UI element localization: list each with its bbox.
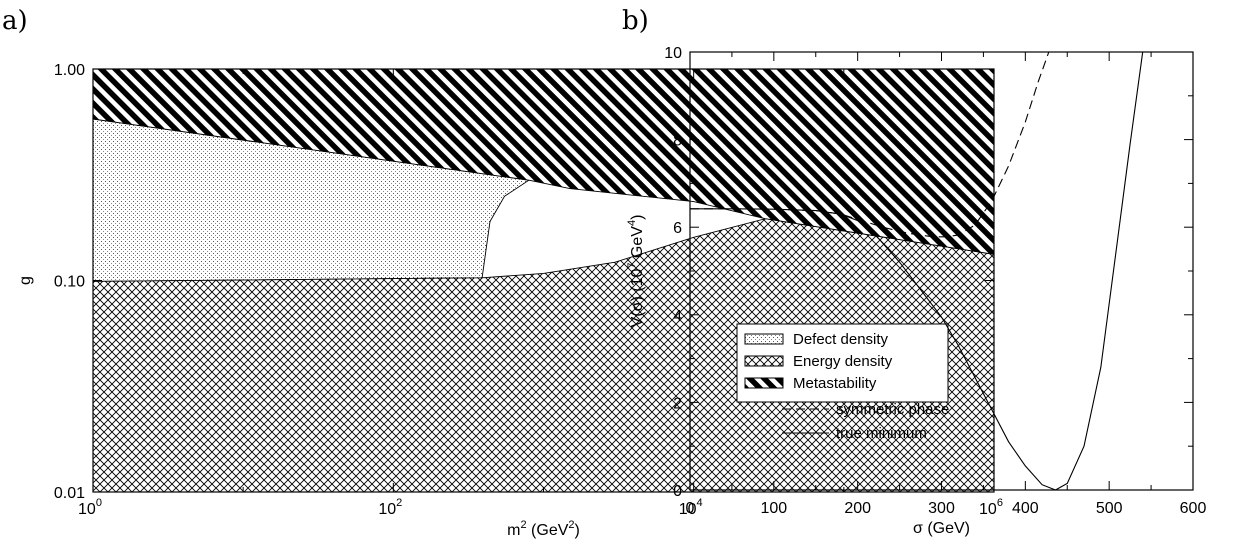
x-tick-label: 106	[979, 497, 1003, 518]
legend-label-true-minimum: true minimum	[836, 425, 927, 442]
legend-swatch-metastability	[744, 377, 784, 389]
chart-a-x-axis-title: m2 (GeV2)	[507, 519, 580, 539]
chart-b-series	[690, 51, 1144, 491]
chart-b-ticks: 0 100 200 300 400 500 600 0 2 4 6 8 10	[664, 45, 1206, 517]
series-line-symmetric-phase	[690, 51, 1050, 238]
chart-b-legend: symmetric phase true minimum	[782, 401, 949, 442]
y-tick-label: 0.01	[54, 485, 85, 502]
x-tick-label: 600	[1180, 500, 1207, 517]
y-tick-label: 0	[673, 483, 682, 500]
y-tick-label: 10	[664, 45, 682, 62]
chart-a-legend: Defect density Energy density Metastabilit…	[736, 323, 949, 403]
x-tick-label: 300	[928, 500, 955, 517]
legend-label-metastability: Metastability	[793, 375, 877, 392]
chart-b: 0 100 200 300 400 500 600 0 2 4 6 8 10 symmetric pha…	[626, 45, 1206, 537]
x-tick-label: 104	[679, 497, 703, 518]
chart-a: 100 102 104 106 1.00 0.10 0.01 Defect density E…	[17, 62, 1003, 539]
legend-label-defect-density: Defect density	[793, 331, 889, 348]
y-tick-label: 1.00	[54, 62, 85, 79]
y-tick-label: 2	[673, 395, 682, 412]
legend-label-symmetric-phase: symmetric phase	[836, 401, 949, 418]
x-tick-label: 100	[78, 497, 102, 518]
x-tick-label: 102	[378, 497, 402, 518]
x-tick-label: 100	[760, 500, 787, 517]
y-tick-label: 6	[673, 220, 682, 237]
chart-a-y-axis-title: g	[17, 276, 34, 285]
chart-b-y-axis-title: V(σ) (107 GeV4)	[626, 215, 646, 328]
y-tick-label: 4	[673, 308, 682, 325]
x-tick-label: 200	[844, 500, 871, 517]
x-tick-label: 500	[1096, 500, 1123, 517]
chart-b-x-axis-title: σ (GeV)	[913, 520, 970, 537]
x-tick-label: 0	[686, 500, 695, 517]
legend-swatch-energy-density	[744, 355, 784, 367]
panel-a-label: a)	[2, 6, 28, 36]
series-line-true-minimum	[690, 51, 1144, 491]
y-tick-label: 0.10	[54, 274, 85, 291]
y-tick-label: 8	[673, 133, 682, 150]
legend-swatch-defect-density	[744, 333, 784, 345]
panel-b-label: b)	[622, 6, 649, 36]
x-tick-label: 400	[1012, 500, 1039, 517]
legend-label-energy-density: Energy density	[793, 353, 893, 370]
